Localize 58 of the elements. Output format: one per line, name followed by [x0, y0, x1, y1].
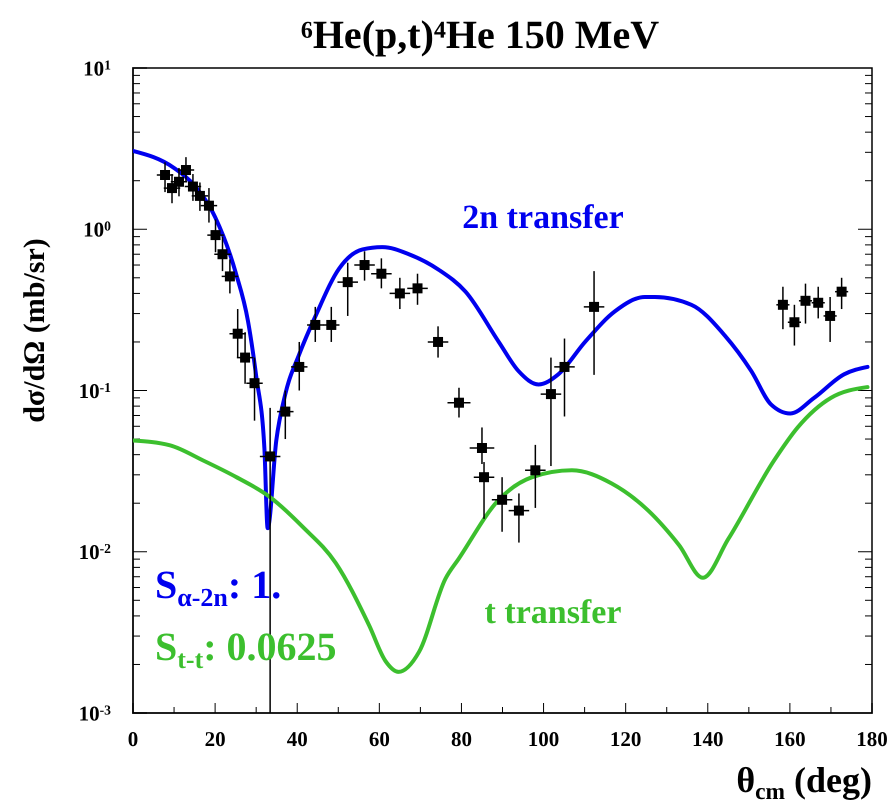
x-tick-label: 140 [692, 726, 724, 751]
line-series [133, 385, 870, 674]
x-tick-label: 100 [528, 726, 560, 751]
series-label: t transfer [484, 594, 622, 631]
point [530, 465, 540, 476]
chart-title: ⁶He(p,t)⁴He 150 MeV [300, 12, 660, 57]
point [589, 302, 600, 312]
point [280, 406, 290, 417]
point [180, 165, 191, 176]
point [326, 320, 336, 330]
point [454, 398, 464, 408]
line-series [133, 148, 870, 530]
series-label: 2n transfer [462, 199, 624, 236]
point [160, 170, 170, 180]
y-tick-label: 10$^{1}$ [83, 56, 112, 80]
point [514, 506, 524, 516]
point [265, 451, 276, 462]
point [412, 283, 423, 294]
x-tick-label: 180 [856, 726, 888, 751]
y-tick-label: 10$^{-2}$ [78, 540, 112, 564]
point [394, 288, 405, 298]
point [310, 320, 320, 330]
x-tick-label: 0 [128, 726, 138, 751]
y-tick-label: 10$^{0}$ [83, 218, 112, 242]
x-tick-label: 60 [368, 726, 390, 751]
point [294, 362, 304, 372]
point [240, 352, 250, 363]
point [342, 277, 353, 288]
y-axis-title: dσ/dΩ (mb/sr) [18, 238, 51, 423]
point [218, 249, 228, 260]
point [210, 230, 221, 240]
point [360, 260, 370, 270]
point [497, 494, 508, 505]
point [825, 310, 836, 321]
point [376, 268, 386, 279]
point [250, 378, 260, 388]
y-tick-label: 10$^{-3}$ [78, 701, 112, 726]
point [546, 389, 556, 400]
point [232, 328, 243, 339]
point [188, 182, 198, 192]
x-tick-label: 20 [204, 726, 226, 751]
point [778, 300, 788, 310]
x-tick-label: 80 [450, 726, 472, 751]
point [559, 362, 570, 372]
point [836, 286, 847, 297]
point [194, 190, 205, 201]
point [479, 472, 490, 482]
point [204, 200, 214, 211]
point [433, 336, 444, 347]
point [174, 176, 184, 187]
x-tick-label: 160 [774, 726, 806, 751]
x-tick-label: 120 [610, 726, 642, 751]
point [789, 317, 800, 328]
x-tick-label: 40 [286, 726, 308, 751]
point [476, 442, 487, 453]
x-axis-title: θ$_{cm}$ (deg) [736, 760, 872, 805]
point [224, 271, 235, 282]
y-tick-label: 10$^{-1}$ [78, 378, 112, 403]
